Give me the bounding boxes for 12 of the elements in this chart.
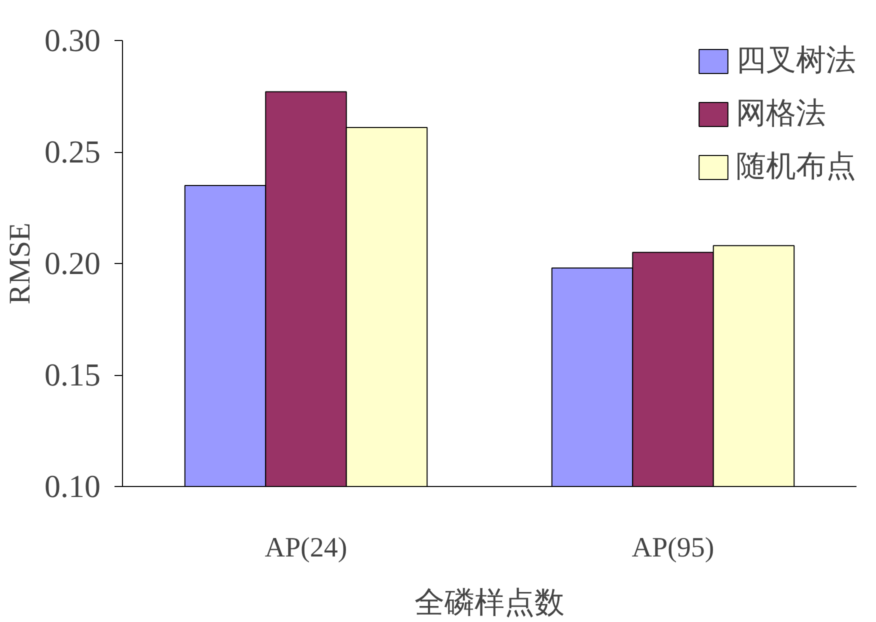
y-tick-label: 0.25 xyxy=(44,134,100,170)
y-tick-label: 0.30 xyxy=(44,22,100,58)
legend-label: 网格法 xyxy=(736,96,826,132)
x-tick-label: AP(95) xyxy=(632,532,714,564)
y-tick-label: 0.10 xyxy=(44,468,100,504)
x-tick-label: AP(24) xyxy=(264,532,348,564)
x-axis-title: 全磷样点数 xyxy=(414,586,564,620)
y-tick-label: 0.20 xyxy=(44,245,100,281)
y-tick-label: 0.15 xyxy=(44,356,100,392)
legend-label: 四叉树法 xyxy=(736,43,856,79)
y-axis-title: RMSE xyxy=(4,222,36,304)
legend-label: 随机布点 xyxy=(736,149,856,185)
